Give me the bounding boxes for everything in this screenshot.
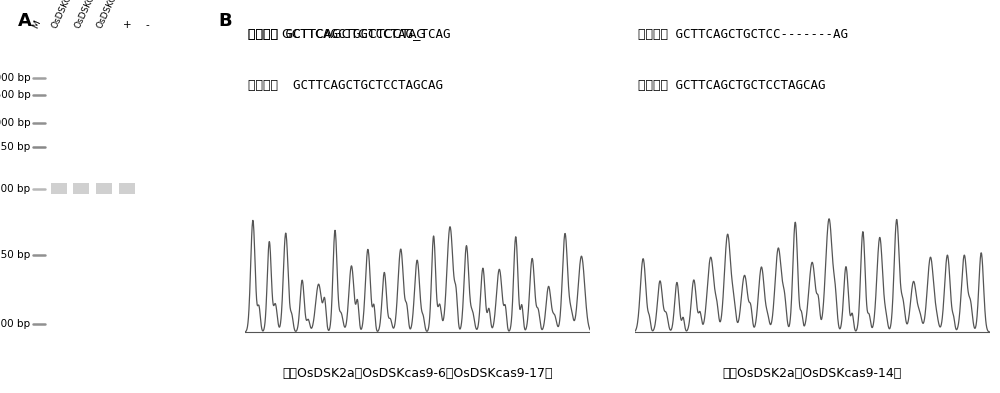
Text: OsDSKCas9-6: OsDSKCas9-6 bbox=[51, 0, 84, 30]
Text: +: + bbox=[123, 20, 132, 30]
Text: 500 bp: 500 bp bbox=[0, 184, 30, 194]
Text: 1000 bp: 1000 bp bbox=[0, 118, 30, 128]
Text: OsDSKCas9-14: OsDSKCas9-14 bbox=[73, 0, 109, 30]
Bar bbox=[51, 183, 67, 194]
Text: 250 bp: 250 bp bbox=[0, 250, 30, 259]
Text: M: M bbox=[31, 19, 42, 30]
Text: B: B bbox=[218, 12, 232, 30]
Text: 750 bp: 750 bp bbox=[0, 142, 30, 152]
Bar bbox=[119, 183, 135, 194]
Text: 突变序列 GCTTCAGCTGCTCCTAG: 突变序列 GCTTCAGCTGCTCCTAG bbox=[248, 28, 426, 40]
Text: 2000 bp: 2000 bp bbox=[0, 73, 30, 83]
Text: 正常序列 GCTTCAGCTGCTCCTAGCAG: 正常序列 GCTTCAGCTGCTCCTAGCAG bbox=[638, 79, 826, 92]
Bar bbox=[73, 183, 89, 194]
Text: 突变序列 GCTTCAGCTGCTCC-------AG: 突变序列 GCTTCAGCTGCTCC-------AG bbox=[638, 28, 848, 40]
Text: 突变OsDSK2a（OsDSKcas9-14）: 突变OsDSK2a（OsDSKcas9-14） bbox=[722, 367, 902, 380]
Text: -: - bbox=[146, 20, 149, 30]
Text: 1500 bp: 1500 bp bbox=[0, 90, 30, 101]
Text: 突变OsDSK2a（OsDSKcas9-6和OsDSKcas9-17）: 突变OsDSK2a（OsDSKcas9-6和OsDSKcas9-17） bbox=[283, 367, 553, 380]
Text: 100 bp: 100 bp bbox=[0, 319, 30, 329]
Text: 突变序列 GCTTCAGCTGCTCCTAG̲TCAG: 突变序列 GCTTCAGCTGCTCCTAG̲TCAG bbox=[248, 28, 450, 40]
Bar bbox=[96, 183, 112, 194]
Text: 正常序列  GCTTCAGCTGCTCCTAGCAG: 正常序列 GCTTCAGCTGCTCCTAGCAG bbox=[248, 79, 443, 92]
Text: A: A bbox=[18, 12, 32, 30]
Text: OsDSKCas9-17: OsDSKCas9-17 bbox=[96, 0, 132, 30]
